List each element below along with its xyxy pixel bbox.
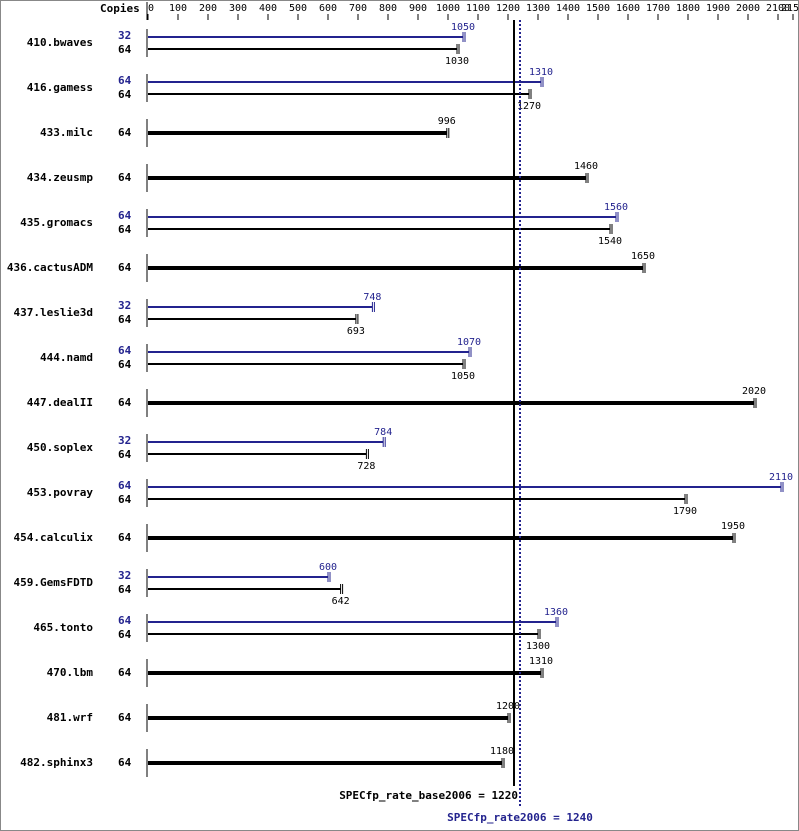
- category-label: 437.leslie3d: [14, 306, 93, 319]
- copies: 64: [118, 209, 132, 222]
- copies: 64: [118, 344, 132, 357]
- value-label: 1540: [598, 236, 622, 247]
- copies: 64: [118, 171, 132, 184]
- copies: 64: [118, 396, 132, 409]
- copies: 32: [118, 299, 131, 312]
- x-tick-label: 200: [199, 3, 217, 14]
- value-label: 1270: [517, 101, 541, 112]
- category-label: 481.wrf: [47, 711, 93, 724]
- x-tick-label: 2000: [736, 3, 760, 14]
- value-label: 1050: [451, 371, 475, 382]
- copies: 64: [118, 479, 132, 492]
- copies: 32: [118, 434, 131, 447]
- category-label: 470.lbm: [47, 666, 94, 679]
- value-label: 1030: [445, 56, 469, 67]
- copies: 64: [118, 126, 132, 139]
- value-label: 600: [319, 562, 337, 573]
- x-tick-label: 1800: [676, 3, 700, 14]
- x-tick-label: 300: [229, 3, 247, 14]
- copies: 64: [118, 448, 132, 461]
- copies: 64: [118, 261, 132, 274]
- value-label: 748: [363, 292, 381, 303]
- category-label: 465.tonto: [33, 621, 93, 634]
- copies: 64: [118, 711, 132, 724]
- x-tick-label: 1100: [466, 3, 490, 14]
- x-tick-label: 600: [319, 3, 337, 14]
- copies-header: Copies: [100, 2, 140, 15]
- reference-label: SPECfp_rate2006 = 1240: [447, 811, 593, 824]
- value-label: 2020: [742, 386, 766, 397]
- category-label: 444.namd: [40, 351, 93, 364]
- x-tick-label: 900: [409, 3, 427, 14]
- value-label: 1790: [673, 506, 697, 517]
- value-label: 1200: [496, 701, 520, 712]
- value-label: 784: [374, 427, 392, 438]
- x-tick-label: 400: [259, 3, 277, 14]
- category-label: 450.soplex: [27, 441, 94, 454]
- x-tick-label: 500: [289, 3, 307, 14]
- copies: 64: [118, 223, 132, 236]
- value-label: 1950: [721, 521, 745, 532]
- category-label: 436.cactusADM: [7, 261, 93, 274]
- category-label: 453.povray: [27, 486, 94, 499]
- copies: 64: [118, 756, 132, 769]
- category-label: 416.gamess: [27, 81, 93, 94]
- x-tick-label: 1500: [586, 3, 610, 14]
- copies: 64: [118, 666, 132, 679]
- value-label: 1560: [604, 202, 628, 213]
- copies: 64: [118, 88, 132, 101]
- copies: 64: [118, 74, 132, 87]
- x-tick-label: 1600: [616, 3, 640, 14]
- value-label: 642: [332, 596, 350, 607]
- value-label: 1310: [529, 656, 553, 667]
- copies: 64: [118, 313, 132, 326]
- category-label: 454.calculix: [14, 531, 94, 544]
- value-label: 1310: [529, 67, 553, 78]
- x-tick-label: 1200: [496, 3, 520, 14]
- x-tick-label: 1400: [556, 3, 580, 14]
- x-tick-label: 0: [148, 3, 154, 14]
- x-tick-label: 1900: [706, 3, 730, 14]
- category-label: 447.dealII: [27, 396, 93, 409]
- value-label: 1070: [457, 337, 481, 348]
- reference-label: SPECfp_rate_base2006 = 1220: [339, 789, 518, 802]
- value-label: 728: [357, 461, 375, 472]
- copies: 32: [118, 569, 131, 582]
- value-label: 1300: [526, 641, 550, 652]
- category-label: 482.sphinx3: [20, 756, 93, 769]
- copies: 64: [118, 583, 132, 596]
- category-label: 410.bwaves: [27, 36, 93, 49]
- copies: 32: [118, 29, 131, 42]
- value-label: 1360: [544, 607, 568, 618]
- x-tick-label: 800: [379, 3, 397, 14]
- category-label: 433.milc: [40, 126, 93, 139]
- x-tick-label: 100: [169, 3, 187, 14]
- value-label: 1050: [451, 22, 475, 33]
- category-label: 435.gromacs: [20, 216, 93, 229]
- category-label: 459.GemsFDTD: [14, 576, 94, 589]
- x-tick-label: 700: [349, 3, 367, 14]
- value-label: 1180: [490, 746, 514, 757]
- copies: 64: [118, 531, 132, 544]
- copies: 64: [118, 628, 132, 641]
- x-tick-label: 1300: [526, 3, 550, 14]
- value-label: 693: [347, 326, 365, 337]
- value-label: 996: [438, 116, 456, 127]
- value-label: 2110: [769, 472, 793, 483]
- copies: 64: [118, 43, 132, 56]
- x-tick-label: 2100: [766, 3, 790, 14]
- x-tick-label: 2150: [781, 3, 799, 14]
- x-tick-label: 1700: [646, 3, 670, 14]
- value-label: 1460: [574, 161, 598, 172]
- category-label: 434.zeusmp: [27, 171, 94, 184]
- copies: 64: [118, 614, 132, 627]
- copies: 64: [118, 493, 132, 506]
- x-tick-label: 1000: [436, 3, 460, 14]
- value-label: 1650: [631, 251, 655, 262]
- copies: 64: [118, 358, 132, 371]
